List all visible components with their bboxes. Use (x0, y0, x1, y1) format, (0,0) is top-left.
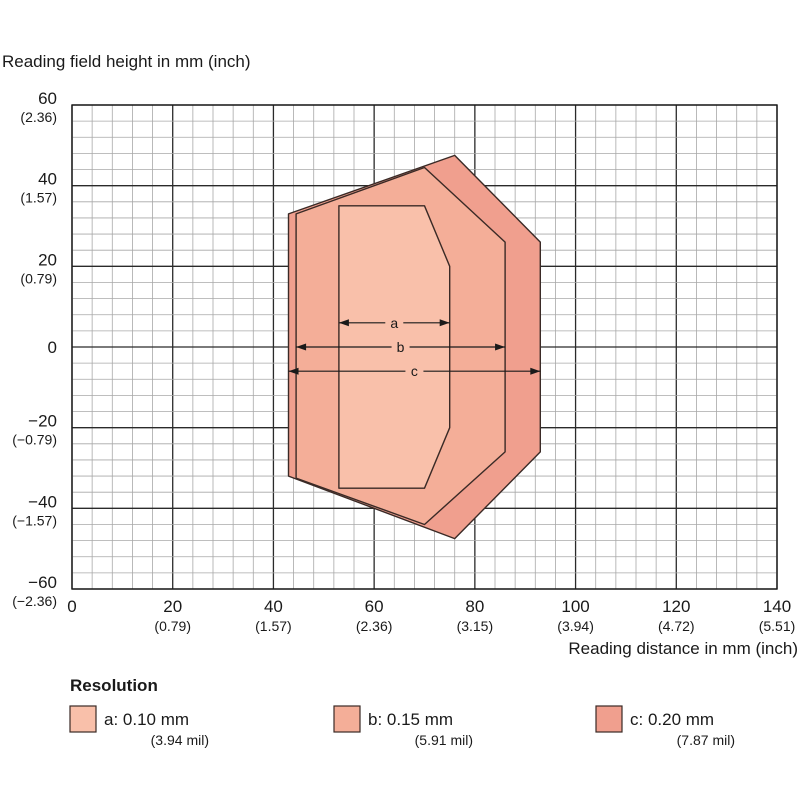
x-tick-sublabel: (4.72) (658, 618, 695, 634)
x-tick-label: 140 (763, 597, 791, 616)
y-tick-sublabel: (−1.57) (12, 512, 57, 528)
dimension-lines: abc (288, 315, 541, 379)
legend: Resolution a: 0.10 mm (3.94 mil) b: 0.15 m… (69, 676, 735, 748)
y-axis-title: Reading field height in mm (inch) (2, 52, 251, 71)
y-tick-labels: 60(2.36)40(1.57)20(0.79)0−20(−0.79)−40(−… (12, 89, 57, 609)
dimension-arrow-a-left (338, 319, 349, 327)
legend-title: Resolution (70, 676, 158, 695)
y-tick-label: 60 (38, 89, 57, 108)
x-tick-label: 100 (561, 597, 589, 616)
dimension-label-c: c (411, 363, 418, 379)
dimension-label-a: a (390, 315, 398, 331)
y-tick-sublabel: (1.57) (20, 190, 57, 206)
legend-sublabel-3: (7.87 mil) (677, 732, 735, 748)
reading-fields (287, 154, 541, 540)
x-tick-sublabel: (3.15) (457, 618, 494, 634)
x-tick-label: 40 (264, 597, 283, 616)
x-tick-sublabel: (3.94) (557, 618, 594, 634)
legend-label-3: c: 0.20 mm (630, 710, 714, 729)
y-tick-sublabel: (0.79) (20, 270, 57, 286)
y-tick-label: 20 (38, 250, 57, 269)
x-tick-sublabel: (1.57) (255, 618, 292, 634)
y-tick-sublabel: (2.36) (20, 109, 57, 125)
y-tick-label: 0 (48, 338, 57, 357)
y-tick-label: −40 (28, 492, 57, 511)
y-tick-label: 40 (38, 170, 57, 189)
y-tick-sublabel: (−0.79) (12, 432, 57, 448)
x-tick-label: 120 (662, 597, 690, 616)
x-tick-label: 0 (67, 597, 76, 616)
dimension-arrow-c-right (530, 367, 541, 375)
legend-swatch-1 (69, 705, 97, 733)
legend-sublabel-2: (5.91 mil) (415, 732, 473, 748)
x-axis-title: Reading distance in mm (inch) (568, 639, 798, 658)
x-tick-sublabel: (2.36) (356, 618, 393, 634)
x-tick-labels: 0 20 (0.79) 40 (1.57) 60 (2.36) 80 (3.15) 100 (3.9… (67, 597, 795, 634)
legend-label-1: a: 0.10 mm (104, 710, 189, 729)
x-tick-sublabel: (5.51) (759, 618, 796, 634)
legend-sublabel-1: (3.94 mil) (151, 732, 209, 748)
dimension-label-b: b (397, 339, 405, 355)
y-tick-sublabel: (−2.36) (12, 593, 57, 609)
x-tick-label: 80 (465, 597, 484, 616)
reading-field-a (338, 205, 451, 489)
legend-label-2: b: 0.15 mm (368, 710, 453, 729)
x-tick-sublabel: (0.79) (154, 618, 191, 634)
y-tick-label: −20 (28, 412, 57, 431)
y-tick-label: −60 (28, 573, 57, 592)
dimension-arrow-b-left (296, 343, 307, 351)
x-tick-label: 20 (163, 597, 182, 616)
plot-frame (71, 104, 778, 590)
dimension-arrow-c-left (288, 367, 299, 375)
dimension-arrow-b-right (495, 343, 506, 351)
dimension-arrow-a-right (439, 319, 450, 327)
legend-swatch-3 (595, 705, 623, 733)
legend-swatch-2 (333, 705, 361, 733)
x-tick-label: 60 (365, 597, 384, 616)
